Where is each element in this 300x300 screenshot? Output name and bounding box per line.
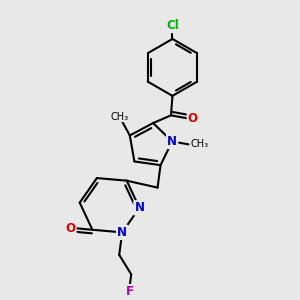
Text: CH₃: CH₃ <box>110 112 128 122</box>
Text: N: N <box>134 201 144 214</box>
Text: CH₃: CH₃ <box>190 140 208 149</box>
Text: Cl: Cl <box>166 19 179 32</box>
Text: O: O <box>188 112 198 125</box>
Text: N: N <box>117 226 127 239</box>
Text: O: O <box>65 222 76 235</box>
Text: F: F <box>126 285 134 298</box>
Text: N: N <box>167 135 177 148</box>
